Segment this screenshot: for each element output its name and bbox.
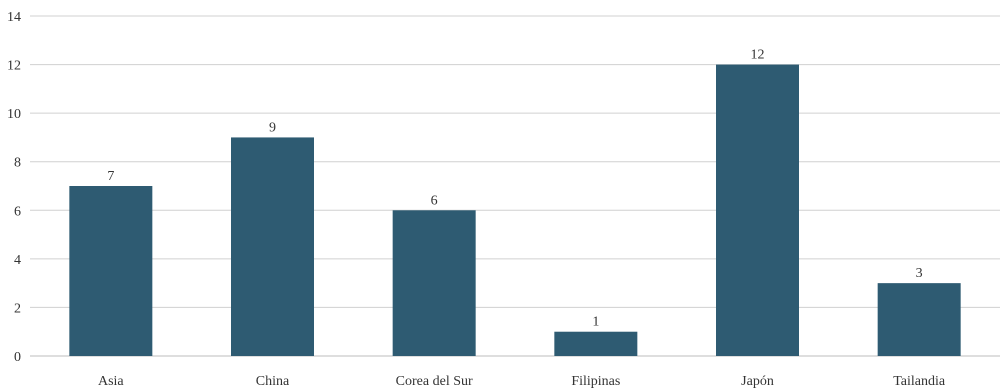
bar — [392, 210, 476, 356]
x-category-label: Tailandia — [893, 374, 946, 389]
y-tick-label: 10 — [7, 107, 21, 122]
y-tick-label: 4 — [14, 253, 21, 268]
y-tick-label: 12 — [7, 59, 21, 74]
x-category-label: Filipinas — [571, 374, 620, 389]
x-category-label: Japón — [741, 374, 774, 389]
bar — [716, 64, 799, 357]
x-category-label: China — [256, 374, 290, 389]
data-label: 12 — [751, 48, 765, 63]
x-category-label: Corea del Sur — [396, 374, 473, 389]
data-label: 3 — [916, 266, 923, 281]
y-tick-label: 2 — [14, 301, 21, 316]
data-labels: 7 9 6 1 12 3 — [107, 48, 922, 330]
data-label: 1 — [592, 315, 599, 330]
bar — [231, 137, 314, 356]
gridlines — [30, 15, 1000, 357]
bar — [877, 283, 961, 356]
y-tick-label: 6 — [14, 204, 21, 219]
data-label: 6 — [431, 193, 438, 208]
x-category-label: Asia — [98, 374, 124, 389]
y-tick-label: 14 — [7, 10, 21, 25]
data-label: 7 — [107, 169, 114, 184]
bars — [69, 64, 961, 357]
y-axis-ticks: 0 2 4 6 8 10 12 14 — [7, 10, 21, 365]
data-label: 9 — [269, 120, 276, 135]
y-tick-label: 8 — [14, 156, 21, 171]
bar — [554, 331, 638, 356]
y-tick-label: 0 — [14, 350, 21, 365]
x-axis-categories: Asia China Corea del Sur Filipinas Japón Tail… — [98, 374, 946, 389]
bar — [69, 186, 153, 356]
